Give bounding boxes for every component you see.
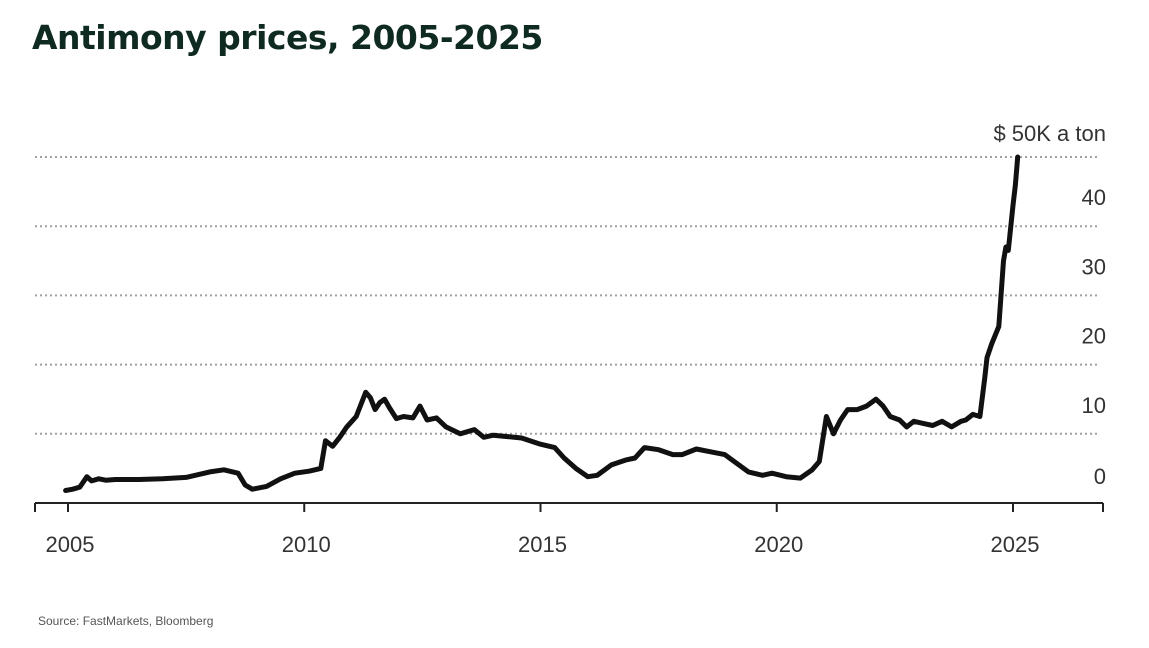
chart-title: Antimony prices, 2005-2025: [32, 18, 543, 57]
y-tick-label-10: 10: [1082, 393, 1106, 418]
price-line: [63, 154, 1021, 493]
y-tick-label-30: 30: [1082, 254, 1106, 279]
x-tick-label-2010: 2010: [282, 532, 331, 557]
y-tick-label-20: 20: [1082, 324, 1106, 349]
x-tick-label-2005: 2005: [46, 532, 95, 557]
x-tick-label-2020: 2020: [754, 532, 803, 557]
series-group: [63, 154, 1021, 493]
gridlines: [35, 156, 1098, 435]
x-tick-label-2025: 2025: [991, 532, 1040, 557]
unit-label: $ 50K a ton: [993, 121, 1106, 146]
source-note: Source: FastMarkets, Bloomberg: [38, 614, 214, 628]
x-tick-label-2015: 2015: [518, 532, 567, 557]
y-tick-label-0: 0: [1094, 464, 1106, 489]
y-tick-labels: 0 10 20 30 40: [1082, 185, 1106, 489]
x-axis: 2005 2010 2015 2020 2025: [34, 502, 1104, 557]
y-tick-label-40: 40: [1082, 185, 1106, 210]
